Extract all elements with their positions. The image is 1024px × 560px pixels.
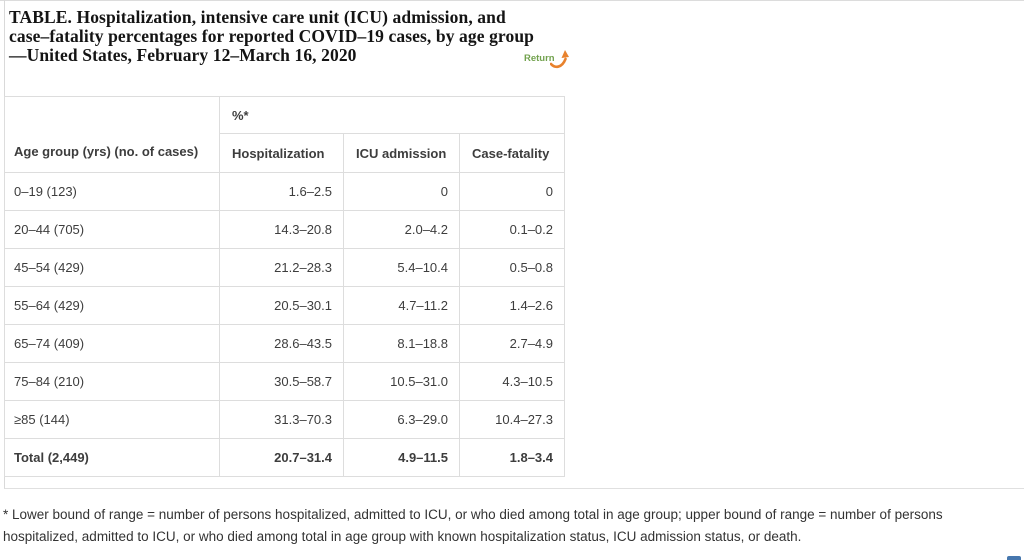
age-group-cell: Total (2,449) [4, 438, 220, 477]
table-row: 0–19 (123) 1.6–2.5 0 0 [4, 172, 565, 211]
table-row: 65–74 (409) 28.6–43.5 8.1–18.8 2.7–4.9 [4, 324, 565, 363]
age-group-cell: 75–84 (210) [4, 362, 220, 401]
title-line-3: —United States, February 12–March 16, 20… [9, 45, 357, 65]
group-header-row: Age group (yrs) (no. of cases) %* [4, 96, 565, 173]
icu-admission-cell: 2.0–4.2 [343, 210, 460, 249]
age-group-cell: 65–74 (409) [4, 324, 220, 363]
age-group-cell: 55–64 (429) [4, 286, 220, 325]
title-line-1: TABLE. Hospitalization, intensive care u… [9, 7, 506, 27]
hospitalization-cell: 20.5–30.1 [219, 286, 344, 325]
table-title: TABLE. Hospitalization, intensive care u… [9, 8, 534, 65]
column-group-header-percent: %* [219, 96, 565, 134]
icu-admission-cell: 4.7–11.2 [343, 286, 460, 325]
table-row: ≥85 (144) 31.3–70.3 6.3–29.0 10.4–27.3 [4, 400, 565, 439]
hospitalization-cell: 21.2–28.3 [219, 248, 344, 287]
case-fatality-cell: 0.1–0.2 [459, 210, 565, 249]
column-header-icu-admission: ICU admission [343, 133, 460, 173]
age-group-cell: 45–54 (429) [4, 248, 220, 287]
icu-admission-cell: 5.4–10.4 [343, 248, 460, 287]
table-footnote: * Lower bound of range = number of perso… [3, 507, 943, 544]
table-row: 75–84 (210) 30.5–58.7 10.5–31.0 4.3–10.5 [4, 362, 565, 401]
column-header-age-group: Age group (yrs) (no. of cases) [4, 96, 220, 173]
icu-admission-cell: 8.1–18.8 [343, 324, 460, 363]
data-table: Age group (yrs) (no. of cases) %* Hospit… [4, 96, 565, 477]
column-header-hospitalization: Hospitalization [219, 133, 344, 173]
icu-admission-cell: 0 [343, 172, 460, 211]
return-button[interactable]: Return [524, 48, 570, 72]
column-header-case-fatality: Case-fatality [459, 133, 565, 173]
floating-button-partial[interactable] [1007, 556, 1021, 560]
column-header-row: Hospitalization ICU admission Case-fatal… [5, 133, 565, 173]
hospitalization-cell: 1.6–2.5 [219, 172, 344, 211]
top-divider [0, 0, 1024, 1]
case-fatality-cell: 1.4–2.6 [459, 286, 565, 325]
age-group-cell: ≥85 (144) [4, 400, 220, 439]
table-body: 0–19 (123) 1.6–2.5 0 0 20–44 (705) 14.3–… [4, 172, 565, 477]
title-line-2: case–fatality percentages for reported C… [9, 26, 534, 46]
hospitalization-cell: 31.3–70.3 [219, 400, 344, 439]
hospitalization-cell: 20.7–31.4 [219, 438, 344, 477]
return-arrow-icon [550, 50, 569, 69]
age-group-cell: 20–44 (705) [4, 210, 220, 249]
case-fatality-cell: 0 [459, 172, 565, 211]
table-row: 45–54 (429) 21.2–28.3 5.4–10.4 0.5–0.8 [4, 248, 565, 287]
hospitalization-cell: 28.6–43.5 [219, 324, 344, 363]
table-row: 55–64 (429) 20.5–30.1 4.7–11.2 1.4–2.6 [4, 286, 565, 325]
table-row-total: Total (2,449) 20.7–31.4 4.9–11.5 1.8–3.4 [4, 438, 565, 477]
hospitalization-cell: 14.3–20.8 [219, 210, 344, 249]
hospitalization-cell: 30.5–58.7 [219, 362, 344, 401]
table-panel: TABLE. Hospitalization, intensive care u… [4, 0, 1024, 489]
icu-admission-cell: 4.9–11.5 [343, 438, 460, 477]
icu-admission-cell: 10.5–31.0 [343, 362, 460, 401]
icu-admission-cell: 6.3–29.0 [343, 400, 460, 439]
case-fatality-cell: 10.4–27.3 [459, 400, 565, 439]
table-row: 20–44 (705) 14.3–20.8 2.0–4.2 0.1–0.2 [4, 210, 565, 249]
case-fatality-cell: 0.5–0.8 [459, 248, 565, 287]
case-fatality-cell: 4.3–10.5 [459, 362, 565, 401]
age-group-cell: 0–19 (123) [4, 172, 220, 211]
return-label: Return [524, 53, 555, 64]
case-fatality-cell: 1.8–3.4 [459, 438, 565, 477]
case-fatality-cell: 2.7–4.9 [459, 324, 565, 363]
